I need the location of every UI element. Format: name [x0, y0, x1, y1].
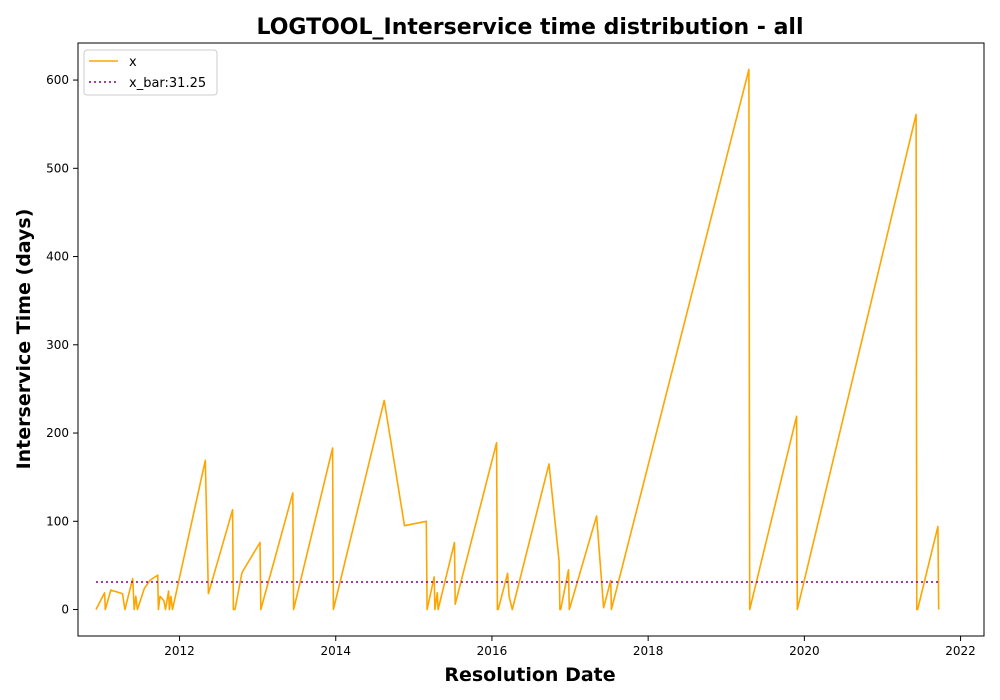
x-tick-label: 2020 [789, 644, 820, 658]
y-tick-label: 300 [46, 338, 69, 352]
y-tick-label: 600 [46, 73, 69, 87]
legend: x x_bar:31.25 [83, 49, 218, 96]
y-tick-label: 0 [61, 603, 69, 617]
legend-label-x: x [129, 55, 137, 70]
y-axis-label: Interservice Time (days) [13, 209, 35, 470]
x-axis-label: Resolution Date [444, 664, 615, 686]
x-tick-label: 2012 [164, 644, 195, 658]
plot-area: 2012 2014 2016 2018 2020 2022 0 100 200 300 400 500… [46, 42, 985, 658]
y-tick-label: 100 [46, 514, 69, 528]
x-tick-label: 2016 [477, 644, 508, 658]
x-tick-label: 2022 [945, 644, 976, 658]
chart-title: LOGTOOL_Interservice time distribution -… [256, 15, 803, 40]
y-tick-label: 500 [46, 161, 69, 175]
y-tick-label: 200 [46, 426, 69, 440]
series-line-x [95, 68, 940, 611]
axes-frame [77, 42, 985, 637]
x-tick-label: 2018 [633, 644, 664, 658]
legend-label-x-bar: x_bar:31.25 [129, 76, 206, 91]
x-tick-label: 2014 [320, 644, 351, 658]
y-tick-label: 400 [46, 250, 69, 264]
